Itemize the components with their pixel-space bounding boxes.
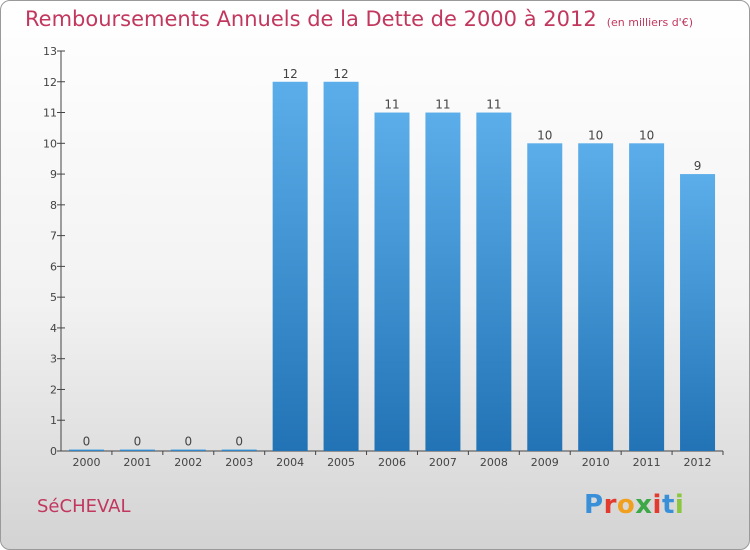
proxiti-logo: Proxiti: [584, 490, 684, 520]
x-tick-label: 2004: [276, 456, 304, 469]
commune-name: SéCHEVAL: [37, 496, 131, 517]
x-tick-label: 2005: [327, 456, 355, 469]
data-label: 0: [134, 435, 142, 449]
bar: [629, 143, 665, 452]
y-tick-label: 1: [50, 414, 57, 427]
data-label: 11: [435, 98, 450, 112]
data-label: 10: [537, 128, 552, 142]
data-label: 11: [384, 98, 399, 112]
y-tick-label: 10: [43, 137, 57, 150]
x-tick-label: 2010: [582, 456, 610, 469]
y-tick-label: 4: [50, 322, 57, 335]
bar: [374, 112, 410, 452]
y-tick-label: 12: [43, 76, 57, 89]
bar: [578, 143, 614, 452]
x-tick-label: 2003: [225, 456, 253, 469]
data-label: 9: [694, 159, 702, 173]
bar: [476, 112, 512, 452]
data-label: 12: [333, 67, 348, 81]
chart-title: Remboursements Annuels de la Dette de 20…: [25, 7, 693, 31]
bars: [68, 81, 716, 452]
x-tick-label: 2001: [123, 456, 151, 469]
bar: [170, 449, 206, 451]
y-tick-label: 13: [43, 45, 57, 58]
y-tick-label: 0: [50, 445, 57, 458]
x-tick-label: 2007: [429, 456, 457, 469]
x-tick-label: 2009: [531, 456, 559, 469]
y-tick-label: 5: [50, 291, 57, 304]
y-tick-label: 6: [50, 260, 57, 273]
x-tick-label: 2012: [684, 456, 712, 469]
bar: [323, 81, 359, 452]
data-label: 0: [184, 435, 192, 449]
data-label: 11: [486, 98, 501, 112]
bar: [425, 112, 461, 452]
y-tick-label: 3: [50, 353, 57, 366]
logo-letter: o: [616, 490, 636, 520]
x-tick-label: 2000: [72, 456, 100, 469]
data-label: 10: [588, 128, 603, 142]
y-tick-label: 8: [50, 199, 57, 212]
x-tick-label: 2008: [480, 456, 508, 469]
y-tick-label: 7: [50, 230, 57, 243]
bar: [527, 143, 563, 452]
logo-letter: i: [674, 490, 685, 520]
bar: [680, 174, 716, 452]
logo-letter: t: [661, 490, 675, 520]
logo-letter: r: [603, 490, 617, 520]
data-label: 0: [235, 435, 243, 449]
bar: [119, 449, 155, 451]
chart-title-text: Remboursements Annuels de la Dette de 20…: [25, 7, 597, 31]
data-label: 10: [639, 128, 654, 142]
y-tick-label: 11: [43, 107, 57, 120]
x-tick-label: 2002: [174, 456, 202, 469]
data-label: 0: [83, 435, 91, 449]
y-tick-label: 2: [50, 383, 57, 396]
chart-unit: (en milliers d'€): [606, 16, 693, 29]
logo-letter: i: [652, 490, 662, 520]
logo-letter: P: [584, 490, 604, 520]
logo-letter: x: [635, 490, 653, 520]
data-label: 12: [283, 67, 298, 81]
bar: [68, 449, 104, 451]
x-tick-label: 2011: [633, 456, 661, 469]
x-tick-label: 2006: [378, 456, 406, 469]
y-tick-label: 9: [50, 168, 57, 181]
bar: [272, 81, 308, 452]
labels: 0 0 0 0 12 12 11 11 11 10 10 10 9: [83, 67, 702, 449]
bar: [221, 449, 257, 451]
